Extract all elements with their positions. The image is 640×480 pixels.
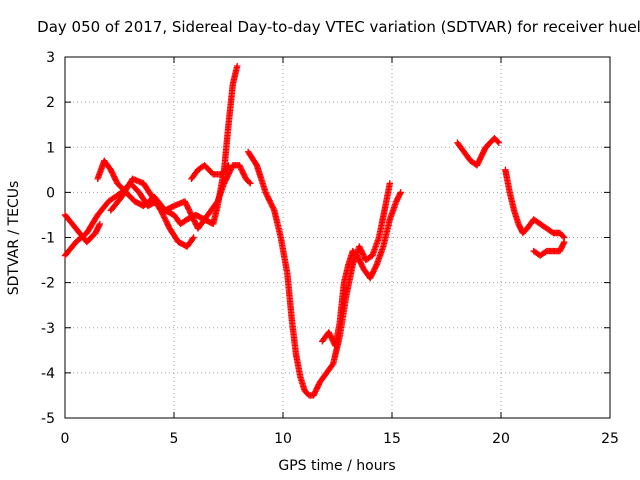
y-tick-label: 0 (46, 185, 55, 201)
x-tick-label: 0 (61, 431, 70, 447)
data-point (386, 180, 394, 187)
chart-title: Day 050 of 2017, Sidereal Day-to-day VTE… (37, 18, 640, 36)
data-point (561, 238, 568, 246)
y-axis-label: SDTVAR / TECUs (6, 181, 22, 296)
data-point (189, 235, 196, 242)
x-tick-label: 15 (383, 431, 401, 447)
data-point (225, 162, 232, 169)
x-tick-labels: 0 5 10 15 20 25 (61, 431, 619, 447)
data-point (372, 262, 380, 270)
data-point (234, 62, 241, 70)
y-tick-label: -3 (41, 321, 55, 337)
x-tick-label: 20 (492, 431, 510, 447)
x-tick-label: 5 (170, 431, 179, 447)
y-tick-label: 2 (46, 95, 55, 111)
data-segment-5 (188, 162, 232, 183)
data-point (329, 361, 336, 369)
data-segment-7 (319, 189, 404, 349)
data-point (224, 163, 231, 170)
grid (65, 57, 610, 418)
data-segment-9 (502, 166, 568, 241)
data-segment-8 (454, 135, 503, 169)
y-tick-label: -2 (41, 276, 55, 292)
sdtvar-series (61, 62, 568, 399)
y-tick-label: 3 (46, 50, 55, 66)
data-point (96, 220, 104, 228)
x-tick-label: 25 (601, 431, 619, 447)
y-tick-label: 1 (46, 140, 55, 156)
data-point (246, 179, 253, 186)
data-point (270, 205, 277, 213)
x-axis-label: GPS time / hours (278, 458, 395, 474)
data-point (213, 199, 220, 206)
y-tick-labels: -5 -4 -3 -2 -1 0 1 2 3 (41, 50, 55, 427)
y-tick-label: -5 (41, 411, 55, 427)
x-tick-label: 10 (274, 431, 292, 447)
axis-ticks (64, 56, 611, 419)
data-point (495, 139, 503, 146)
data-segment-10 (530, 238, 568, 259)
data-point (559, 233, 567, 240)
data-segment-2 (61, 62, 241, 259)
data-point (190, 234, 197, 241)
data-point (494, 138, 501, 145)
data-point (247, 180, 254, 187)
data-point (397, 189, 404, 196)
data-segment-4 (107, 175, 197, 250)
y-tick-label: -4 (41, 366, 55, 382)
y-tick-label: -1 (41, 231, 55, 247)
